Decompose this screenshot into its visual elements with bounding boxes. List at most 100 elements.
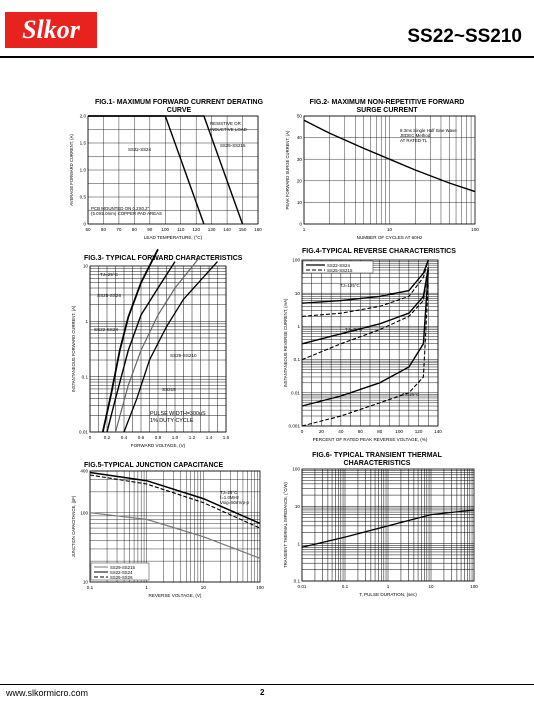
fig1-series-line — [88, 115, 244, 225]
fig1-xtick-label: 120 — [192, 227, 200, 232]
fig4-xtick-label: 0 — [301, 429, 304, 434]
fig3-xtick-label: 0 — [89, 435, 92, 440]
fig2-ytick-label: 10 — [297, 200, 303, 205]
fig4-chart: 0 20 40 60 80 100 120 140 0.001 0.01 0.1 1 10 100 PERC… — [283, 258, 442, 442]
header-rule — [0, 56, 534, 58]
fig3-title: FIG.3- TYPICAL FORWARD CHARACTERISTICS — [84, 255, 243, 262]
fig5-xtick-label: 0.1 — [87, 585, 94, 590]
fig5-ytick-label: 100 — [80, 510, 88, 515]
fig1-ytick-label: 2.0 — [80, 114, 87, 119]
fig4-ytick-label: 1 — [297, 324, 300, 329]
fig3-series-line — [106, 261, 176, 433]
fig1-ytick-label: 1.5 — [80, 141, 87, 146]
page-number: 2 — [260, 688, 265, 697]
fig3-series-line — [114, 255, 201, 433]
fig3-series-line — [123, 261, 218, 433]
fig2-note: AT RATED TL — [400, 138, 428, 143]
fig2-ylabel: PEAK FORWARD SURGE CURRENT, (A) — [285, 130, 290, 209]
fig6-title: FIG.6- TYPICAL TRANSIENT THERMAL CHARACT… — [312, 452, 442, 467]
fig2-chart: 1 10 100 0 10 20 30 40 50 NUMBER OF CYCLES AT 60H… — [285, 114, 479, 240]
fig1-title: FIG.1- MAXIMUM FORWARD CURRENT DERATING … — [94, 99, 264, 114]
fig2-ytick-label: 40 — [297, 135, 303, 140]
fig6-plot-frame — [301, 468, 475, 582]
fig3-xtick-label: 0.6 — [138, 435, 145, 440]
fig4-xtick-label: 20 — [319, 429, 325, 434]
fig4-curve-label: TJ=25°C — [402, 392, 419, 397]
fig6-ytick-label: 1 — [297, 541, 300, 546]
fig1-note: INDUCTIVE LOAD — [210, 127, 247, 132]
fig4-legend-label: SS22-SS24 — [327, 263, 351, 268]
fig1-ylabel: AVERAGE FORWARD CURRENT, (A) — [69, 134, 74, 206]
fig4-curve-label: TJ=75°C — [345, 327, 362, 332]
fig3-ytick-label: 1 — [85, 319, 88, 324]
fig3-series-label: SS215 — [162, 387, 176, 392]
footer-rule — [0, 684, 534, 685]
fig2-ytick-label: 50 — [297, 114, 303, 119]
fig3-ytick-label: 0.01 — [79, 430, 88, 435]
fig2-ytick-label: 0 — [299, 222, 302, 227]
fig3-series-label: SS25-SS26 — [97, 293, 121, 298]
fig4-xlabel: PERCENT OF RATED PEAK REVERSE VOLTAGE, (… — [313, 437, 428, 442]
fig4-xtick-label: 60 — [358, 429, 364, 434]
part-number: SS22~SS210 — [407, 26, 522, 47]
fig6-xtick-label: 100 — [470, 584, 478, 589]
fig4-xtick-label: 80 — [377, 429, 383, 434]
fig4-ytick-label: 0.001 — [289, 424, 301, 429]
fig4-ytick-label: 10 — [295, 291, 301, 296]
fig3-ytick-label: 10 — [83, 264, 89, 269]
fig4-plot-frame — [301, 259, 439, 427]
website-link[interactable]: www.slkormicro.com — [6, 688, 89, 698]
fig5-legend-label: SS22-SS24 — [110, 570, 133, 575]
fig3-xlabel: FORWARD VOLTAGE, (V) — [131, 443, 186, 448]
fig2-xtick-label: 10 — [387, 227, 393, 232]
fig1-xtick-label: 160 — [254, 227, 262, 232]
fig4-series-line — [301, 259, 429, 317]
fig3-xtick-label: 1.6 — [223, 435, 230, 440]
fig2-note: 8.3ms Single Half Sine Wave — [400, 128, 457, 133]
fig3-xtick-label: 1.4 — [206, 435, 213, 440]
fig1-xtick-label: 90 — [147, 227, 153, 232]
logo: Slkor — [5, 12, 97, 48]
fig2-note: JEDEC Method — [400, 133, 431, 138]
fig4-series-line — [301, 269, 429, 361]
fig1-series-label: SS25-SS215 — [220, 143, 246, 148]
fig4-ylabel: INSTANTANEOUS REVERSE CURRENT, (mA) — [283, 298, 288, 387]
fig2-title: FIG.2- MAXIMUM NON-REPETITIVE FORWARD SU… — [309, 99, 465, 114]
fig1-xlabel: LEAD TEMPERATURE, (°C) — [144, 235, 203, 240]
fig5-title: FIG.5-TYPICAL JUNCTION CAPACITANCE — [84, 462, 224, 469]
fig4-series-line — [301, 267, 429, 345]
fig3-xtick-label: 0.4 — [121, 435, 128, 440]
fig2-ytick-label: 20 — [297, 178, 303, 183]
fig6-xtick-label: 1 — [387, 584, 390, 589]
fig5-legend-label: SS25-SS26 — [110, 575, 133, 580]
fig4-xtick-label: 40 — [338, 429, 344, 434]
fig1-xtick-label: 130 — [208, 227, 216, 232]
fig5-ytick-label: 400 — [80, 469, 88, 474]
fig5-series-line — [89, 474, 261, 529]
fig3-chart: 0 0.2 0.4 0.6 0.8 1.0 1.2 1.4 1.6 0.01 0.1 1 10 FORWA… — [71, 248, 230, 448]
fig6-ytick-label: 100 — [292, 467, 300, 472]
fig3-note: TJ=25°C — [100, 272, 119, 277]
fig5-note: TJ=25°C — [220, 490, 237, 495]
fig5-ytick-label: 10 — [83, 580, 89, 585]
fig6-xtick-label: 10 — [428, 584, 434, 589]
fig1-chart: 50 60 70 80 90 100 110 120 130 140 150 160 0 0.5 1.0 1.… — [69, 114, 262, 240]
fig1-series-label: SS22-SS24 — [128, 147, 152, 152]
fig5-ylabel: JUNCTION CAPACITANCE, (pF) — [71, 495, 76, 557]
fig4-xtick-label: 120 — [415, 429, 423, 434]
fig1-ytick-label: 1.0 — [80, 168, 87, 173]
fig3-ytick-label: 0.1 — [82, 374, 89, 379]
fig5-series-line — [89, 471, 261, 525]
fig5-xlabel: REVERSE VOLTAGE, (V) — [149, 593, 202, 598]
fig5-plot-frame — [89, 470, 261, 583]
fig1-xtick-label: 150 — [239, 227, 247, 232]
fig3-xtick-label: 1.0 — [172, 435, 179, 440]
fig1-xtick-label: 70 — [116, 227, 122, 232]
fig3-series-line — [101, 248, 159, 433]
fig5-series-line — [89, 512, 261, 559]
fig4-xtick-label: 100 — [395, 429, 403, 434]
fig1-xtick-label: 50 — [85, 227, 91, 232]
fig4-legend-label: SS25-SS215 — [327, 268, 353, 273]
